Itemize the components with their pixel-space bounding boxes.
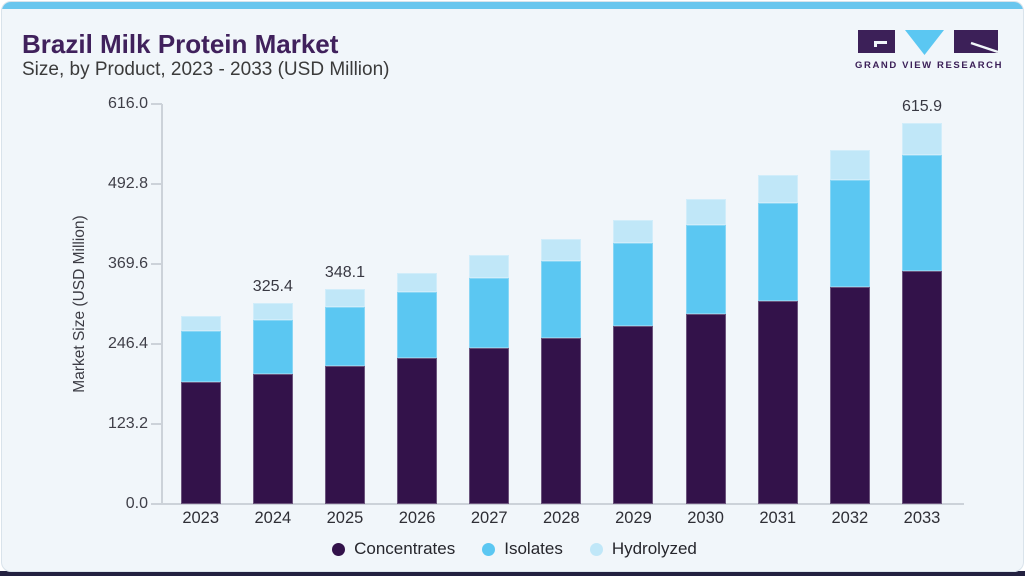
bar-segment-hydrolyzed[interactable] bbox=[613, 219, 654, 243]
bar-segment-concentrates[interactable] bbox=[902, 271, 942, 504]
bar-segment-isolates[interactable] bbox=[252, 319, 293, 375]
page-title: Brazil Milk Protein Market bbox=[22, 29, 339, 59]
bar-segment-hydrolyzed[interactable] bbox=[757, 174, 798, 204]
y-tick-mark bbox=[151, 343, 162, 345]
bar-segment-isolates[interactable] bbox=[324, 306, 365, 367]
y-tick-mark bbox=[151, 423, 162, 425]
x-tick-label: 2027 bbox=[470, 509, 508, 527]
logo-r-leg bbox=[970, 41, 999, 54]
y-tick-mark bbox=[151, 103, 162, 105]
x-tick-label: 2028 bbox=[542, 509, 580, 527]
bar-segment-isolates[interactable] bbox=[757, 203, 798, 302]
gvr-logo-mark bbox=[858, 30, 999, 55]
bar-segment-hydrolyzed[interactable] bbox=[902, 123, 942, 155]
x-axis-line bbox=[161, 503, 964, 505]
y-tick-label: 123.2 bbox=[107, 415, 148, 432]
bar-segment-concentrates[interactable] bbox=[829, 287, 870, 504]
y-tick-mark bbox=[151, 263, 162, 265]
bar-segment-isolates[interactable] bbox=[613, 242, 654, 327]
bar-segment-concentrates[interactable] bbox=[324, 366, 365, 504]
bar-segment-concentrates[interactable] bbox=[397, 358, 438, 504]
logo-v-triangle bbox=[905, 30, 944, 55]
bar-segment-concentrates[interactable] bbox=[541, 337, 582, 504]
bottom-accent-bar bbox=[0, 571, 1025, 576]
bar-segment-concentrates[interactable] bbox=[180, 381, 221, 504]
bar-segment-concentrates[interactable] bbox=[685, 314, 726, 504]
bar-segment-isolates[interactable] bbox=[397, 292, 438, 358]
legend-item-isolates[interactable]: Isolates bbox=[482, 539, 563, 559]
bar-segment-hydrolyzed[interactable] bbox=[685, 198, 726, 225]
y-tick-label: 492.8 bbox=[107, 175, 148, 192]
x-tick-label: 2033 bbox=[903, 509, 941, 527]
bar-segment-concentrates[interactable] bbox=[252, 374, 293, 504]
y-tick-mark bbox=[151, 503, 162, 505]
bar-segment-concentrates[interactable] bbox=[469, 347, 510, 504]
legend-item-hydrolyzed[interactable]: Hydrolyzed bbox=[589, 539, 697, 559]
x-tick-label: 2032 bbox=[831, 509, 869, 527]
y-axis-title: Market Size (USD Million) bbox=[71, 215, 88, 393]
y-tick-label: 246.4 bbox=[107, 335, 148, 352]
y-tick-label: 0.0 bbox=[125, 495, 148, 512]
x-tick-label: 2030 bbox=[687, 509, 724, 527]
legend-swatch bbox=[482, 542, 496, 556]
x-tick-label: 2031 bbox=[759, 509, 797, 527]
x-tick-label: 2029 bbox=[615, 509, 652, 527]
page-subtitle: Size, by Product, 2023 - 2033 (USD Milli… bbox=[22, 59, 390, 80]
bar-segment-isolates[interactable] bbox=[469, 277, 510, 348]
bar-segment-concentrates[interactable] bbox=[613, 326, 654, 504]
bar-segment-isolates[interactable] bbox=[829, 179, 870, 288]
gvr-logo-text: GRAND VIEW RESEARCH bbox=[855, 60, 1004, 71]
bar-segment-isolates[interactable] bbox=[541, 260, 582, 338]
bar-total-label: 615.9 bbox=[901, 98, 943, 115]
x-tick-label: 2023 bbox=[182, 509, 220, 527]
legend-label: Concentrates bbox=[354, 539, 456, 558]
y-tick-label: 369.6 bbox=[107, 255, 148, 272]
bar-segment-hydrolyzed[interactable] bbox=[397, 272, 438, 293]
y-axis-line bbox=[161, 104, 163, 504]
bar-segment-hydrolyzed[interactable] bbox=[180, 315, 221, 331]
top-accent-bar bbox=[2, 2, 1023, 9]
legend-swatch bbox=[589, 542, 603, 556]
bar-segment-concentrates[interactable] bbox=[757, 301, 798, 504]
bar-segment-hydrolyzed[interactable] bbox=[541, 238, 582, 261]
legend-swatch bbox=[332, 542, 346, 556]
gvr-logo[interactable]: GRAND VIEW RESEARCH bbox=[855, 29, 1004, 73]
bar-segment-isolates[interactable] bbox=[902, 154, 942, 272]
bar-segment-hydrolyzed[interactable] bbox=[252, 302, 293, 320]
x-tick-label: 2024 bbox=[254, 509, 292, 527]
bar-total-label: 348.1 bbox=[324, 263, 365, 281]
y-tick-label: 616.0 bbox=[107, 95, 148, 112]
bar-segment-hydrolyzed[interactable] bbox=[469, 255, 510, 278]
y-tick-mark bbox=[151, 183, 162, 185]
bar-segment-hydrolyzed[interactable] bbox=[829, 150, 870, 180]
legend-label: Hydrolyzed bbox=[611, 539, 697, 558]
legend-item-concentrates[interactable]: Concentrates bbox=[332, 539, 455, 559]
bar-segment-hydrolyzed[interactable] bbox=[324, 288, 365, 307]
bar-segment-isolates[interactable] bbox=[180, 330, 221, 382]
bar-total-label: 325.4 bbox=[252, 277, 293, 295]
x-tick-label: 2025 bbox=[326, 509, 364, 527]
bar-segment-isolates[interactable] bbox=[685, 224, 726, 315]
logo-g-notch bbox=[874, 41, 887, 44]
legend: Concentrates Isolates Hydrolyzed bbox=[2, 539, 1023, 559]
x-tick-label: 2026 bbox=[398, 509, 436, 527]
legend-label: Isolates bbox=[504, 539, 563, 558]
